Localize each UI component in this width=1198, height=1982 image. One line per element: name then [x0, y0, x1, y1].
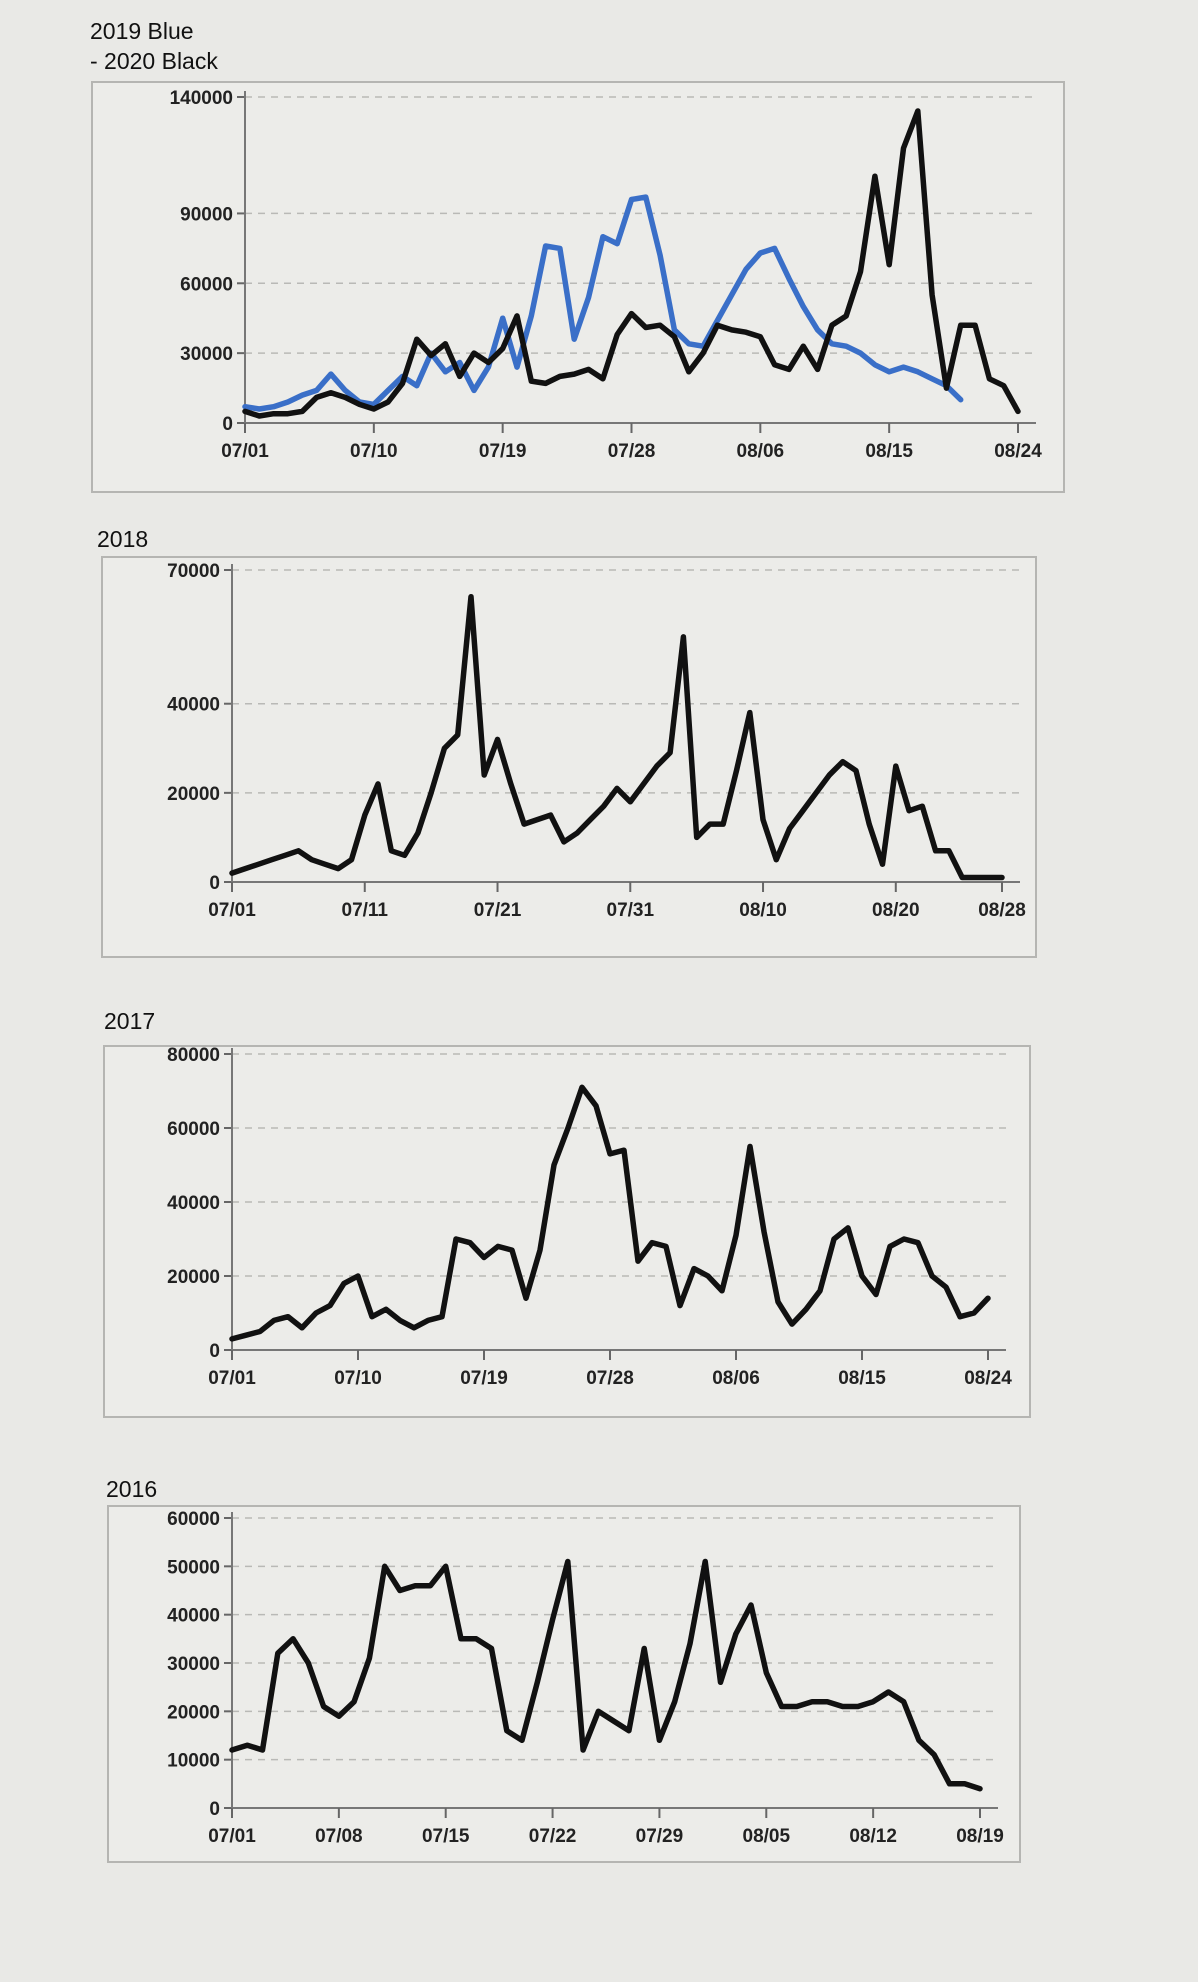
chart-1-title-line-2: - 2020 Black	[90, 48, 218, 74]
series-line-1	[229, 593, 1005, 881]
chart-3-title-line-1: 2017	[104, 1008, 156, 1034]
y-tick-label: 20000	[167, 1267, 220, 1288]
y-tick-label: 60000	[180, 274, 233, 295]
x-tick-label: 07/01	[208, 1368, 256, 1389]
x-tick-label: 07/21	[474, 900, 522, 921]
x-tick-label: 07/29	[636, 1826, 684, 1847]
x-tick-label: 08/06	[737, 441, 785, 462]
chart-3: 0 20000 40000 60000 80000 07/01 07/10 07/19 07/2…	[103, 1045, 1031, 1418]
x-tick-label: 08/12	[849, 1826, 897, 1847]
x-tick-label: 08/10	[739, 900, 787, 921]
x-tick-label: 08/28	[978, 900, 1026, 921]
x-tick-label: 08/19	[956, 1826, 1004, 1847]
x-tick-label: 07/28	[608, 441, 656, 462]
chart-1-title: 2019 Blue - 2020 Black	[90, 16, 218, 76]
chart-3-title: 2017	[104, 1006, 155, 1036]
y-tick-label: 90000	[180, 204, 233, 225]
chart-4-title-line-1: 2016	[106, 1476, 158, 1502]
chart-2-title-line-1: 2018	[97, 526, 149, 552]
x-tick-label: 08/24	[994, 441, 1042, 462]
chart-1-title-line-1: 2019 Blue	[90, 18, 194, 44]
x-tick-label: 07/19	[479, 441, 527, 462]
x-tick-label: 07/10	[350, 441, 398, 462]
x-tick-label: 08/15	[865, 441, 913, 462]
x-tick-label: 07/01	[208, 900, 256, 921]
chart-frame	[103, 1045, 1031, 1418]
chart-2: 0 20000 40000 70000 07/01 07/11 07/21 07/31 08/1…	[101, 556, 1037, 958]
chart-frame	[101, 556, 1037, 958]
y-tick-label: 30000	[167, 1654, 220, 1675]
x-tick-label: 07/31	[607, 900, 655, 921]
x-tick-label: 08/06	[712, 1368, 760, 1389]
y-tick-label: 80000	[167, 1045, 220, 1066]
x-tick-label: 07/28	[586, 1368, 634, 1389]
x-tick-label: 08/15	[838, 1368, 886, 1389]
x-tick-label: 08/05	[743, 1826, 791, 1847]
y-tick-label: 70000	[167, 561, 220, 582]
y-tick-label: 40000	[167, 695, 220, 716]
x-tick-label: 07/01	[208, 1826, 256, 1847]
y-tick-label: 0	[209, 1341, 220, 1362]
chart-4: 0 10000 20000 30000 40000 50000 60000 07/01 07/0…	[107, 1505, 1021, 1863]
y-tick-label: 20000	[167, 784, 220, 805]
series-line-2	[242, 108, 1021, 419]
y-tick-label: 60000	[167, 1119, 220, 1140]
x-tick-label: 07/11	[342, 900, 389, 921]
x-tick-label: 08/24	[964, 1368, 1012, 1389]
y-tick-label: 40000	[167, 1193, 220, 1214]
y-tick-label: 60000	[167, 1509, 220, 1530]
series-line-1	[229, 1558, 983, 1792]
x-tick-label: 07/10	[334, 1368, 382, 1389]
series-line-1	[242, 194, 964, 412]
y-tick-label: 10000	[167, 1751, 220, 1772]
chart-1: 0 30000 60000 90000 140000 07/01 07/10 07/19 07/…	[91, 81, 1065, 493]
y-tick-label: 140000	[170, 88, 233, 109]
x-tick-label: 07/01	[221, 441, 269, 462]
x-tick-label: 07/19	[460, 1368, 508, 1389]
x-tick-label: 07/15	[422, 1826, 470, 1847]
y-tick-label: 0	[209, 1799, 220, 1820]
y-tick-label: 50000	[167, 1557, 220, 1578]
series-line-1	[229, 1084, 991, 1342]
y-tick-label: 20000	[167, 1702, 220, 1723]
y-tick-label: 0	[209, 873, 220, 894]
y-tick-label: 30000	[180, 344, 233, 365]
chart-2-title: 2018	[97, 524, 148, 554]
y-tick-label: 0	[222, 414, 233, 435]
chart-4-title: 2016	[106, 1474, 157, 1504]
x-tick-label: 07/22	[529, 1826, 577, 1847]
x-tick-label: 07/08	[315, 1826, 363, 1847]
x-tick-label: 08/20	[872, 900, 920, 921]
y-tick-label: 40000	[167, 1606, 220, 1627]
